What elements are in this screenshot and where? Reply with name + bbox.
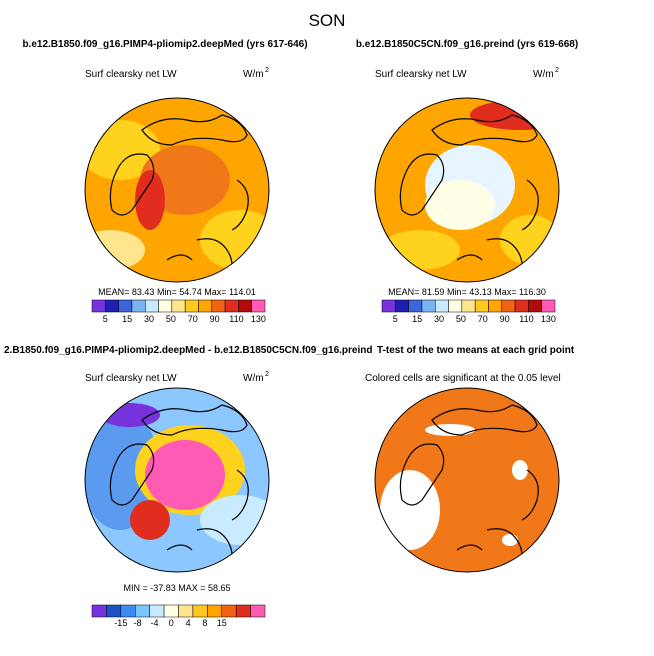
colorbar-box bbox=[434, 299, 449, 313]
colorbar-box bbox=[238, 299, 252, 313]
colorbar-box bbox=[381, 299, 396, 313]
map-rim bbox=[374, 97, 560, 283]
colorbar-box bbox=[211, 299, 226, 313]
map bbox=[375, 388, 559, 572]
colorbar-box bbox=[251, 299, 266, 313]
map bbox=[85, 98, 269, 282]
stats-label: MIN = -37.83 MAX = 58.65 bbox=[123, 583, 230, 593]
colorbar-box bbox=[224, 299, 239, 313]
colorbar-box bbox=[105, 299, 119, 313]
colorbar-box bbox=[461, 299, 476, 313]
colorbar-label: 15 bbox=[217, 618, 227, 628]
colorbar-box bbox=[448, 299, 463, 313]
colorbar-label: -4 bbox=[150, 618, 158, 628]
colorbar-label: 70 bbox=[188, 314, 198, 324]
variable-label: Colored cells are significant at the 0.0… bbox=[365, 373, 561, 384]
colorbar-box bbox=[144, 299, 159, 313]
colorbar-box bbox=[120, 604, 136, 618]
colorbar-box bbox=[514, 299, 529, 313]
map-rim bbox=[374, 387, 560, 573]
panel-heading: T-test of the two means at each grid poi… bbox=[377, 345, 575, 356]
map-rim bbox=[84, 97, 270, 283]
colorbar-box bbox=[131, 299, 146, 313]
colorbar-label: 30 bbox=[434, 314, 444, 324]
colorbar-label: 15 bbox=[412, 314, 422, 324]
colorbar-box bbox=[207, 604, 222, 618]
colorbar-box bbox=[118, 299, 133, 313]
colorbar-box bbox=[158, 299, 173, 313]
colorbar-label: 90 bbox=[500, 314, 510, 324]
colorbar-box bbox=[178, 604, 194, 618]
colorbar-box bbox=[198, 299, 213, 313]
colorbar-box bbox=[91, 604, 107, 618]
colorbar-box bbox=[541, 299, 556, 313]
colorbar-label: 50 bbox=[456, 314, 466, 324]
colorbar-box bbox=[149, 604, 165, 618]
panel-heading: b.e12.B1850C5CN.f09_g16.preind (yrs 619-… bbox=[356, 39, 578, 50]
map-rim bbox=[84, 387, 270, 573]
variable-label: Surf clearsky net LW bbox=[85, 373, 177, 384]
variable-label: Surf clearsky net LW bbox=[85, 69, 177, 80]
colorbar-label: 130 bbox=[541, 314, 556, 324]
stats-label: MEAN= 83.43 Min= 54.74 Max= 114.01 bbox=[98, 287, 256, 297]
colorbar-box bbox=[501, 299, 516, 313]
colorbar-box bbox=[474, 299, 489, 313]
units-label: W/m bbox=[243, 373, 264, 384]
units-label: W/m bbox=[533, 69, 554, 80]
units-label: W/m bbox=[243, 69, 264, 80]
colorbar-label: 130 bbox=[251, 314, 266, 324]
panel-heading: 2.B1850.f09_g16.PIMP4-pliomip2.deepMed -… bbox=[4, 345, 372, 356]
colorbar-label: 110 bbox=[229, 314, 243, 324]
colorbar-label: -8 bbox=[134, 618, 142, 628]
colorbar-box bbox=[235, 604, 251, 618]
colorbar-box bbox=[184, 299, 199, 313]
colorbar-box bbox=[421, 299, 436, 313]
colorbar-box bbox=[135, 604, 150, 618]
colorbar-label: 8 bbox=[202, 618, 207, 628]
units-power: 2 bbox=[265, 67, 269, 74]
colorbar-box bbox=[250, 604, 266, 618]
colorbar-label: 110 bbox=[519, 314, 533, 324]
colorbar-label: 5 bbox=[393, 314, 398, 324]
stats-label: MEAN= 81.59 Min= 43.13 Max= 116.30 bbox=[388, 287, 546, 297]
units-power: 2 bbox=[555, 67, 559, 74]
colorbar-label: 5 bbox=[103, 314, 108, 324]
colorbar-box bbox=[488, 299, 503, 313]
colorbar-box bbox=[192, 604, 208, 618]
colorbar-box bbox=[408, 299, 423, 313]
map bbox=[375, 98, 559, 282]
panel-heading: b.e12.B1850.f09_g16.PIMP4-pliomip2.deepM… bbox=[22, 39, 307, 50]
colorbar-box bbox=[528, 299, 542, 313]
colorbar-label: 15 bbox=[122, 314, 132, 324]
colorbar-box bbox=[221, 604, 237, 618]
colorbar-label: 90 bbox=[210, 314, 220, 324]
colorbar-label: -15 bbox=[114, 618, 127, 628]
colorbar-box bbox=[171, 299, 186, 313]
colorbar-label: 70 bbox=[478, 314, 488, 324]
colorbar-label: 30 bbox=[144, 314, 154, 324]
colorbar-box bbox=[395, 299, 409, 313]
colorbar-label: 0 bbox=[169, 618, 174, 628]
map bbox=[85, 388, 269, 572]
colorbar-label: 4 bbox=[186, 618, 191, 628]
units-power: 2 bbox=[265, 371, 269, 378]
colorbar-label: 50 bbox=[166, 314, 176, 324]
colorbar-box bbox=[91, 299, 106, 313]
figure-title: SON bbox=[309, 11, 346, 30]
variable-label: Surf clearsky net LW bbox=[375, 69, 467, 80]
colorbar-box bbox=[106, 604, 122, 618]
colorbar-box bbox=[163, 604, 179, 618]
